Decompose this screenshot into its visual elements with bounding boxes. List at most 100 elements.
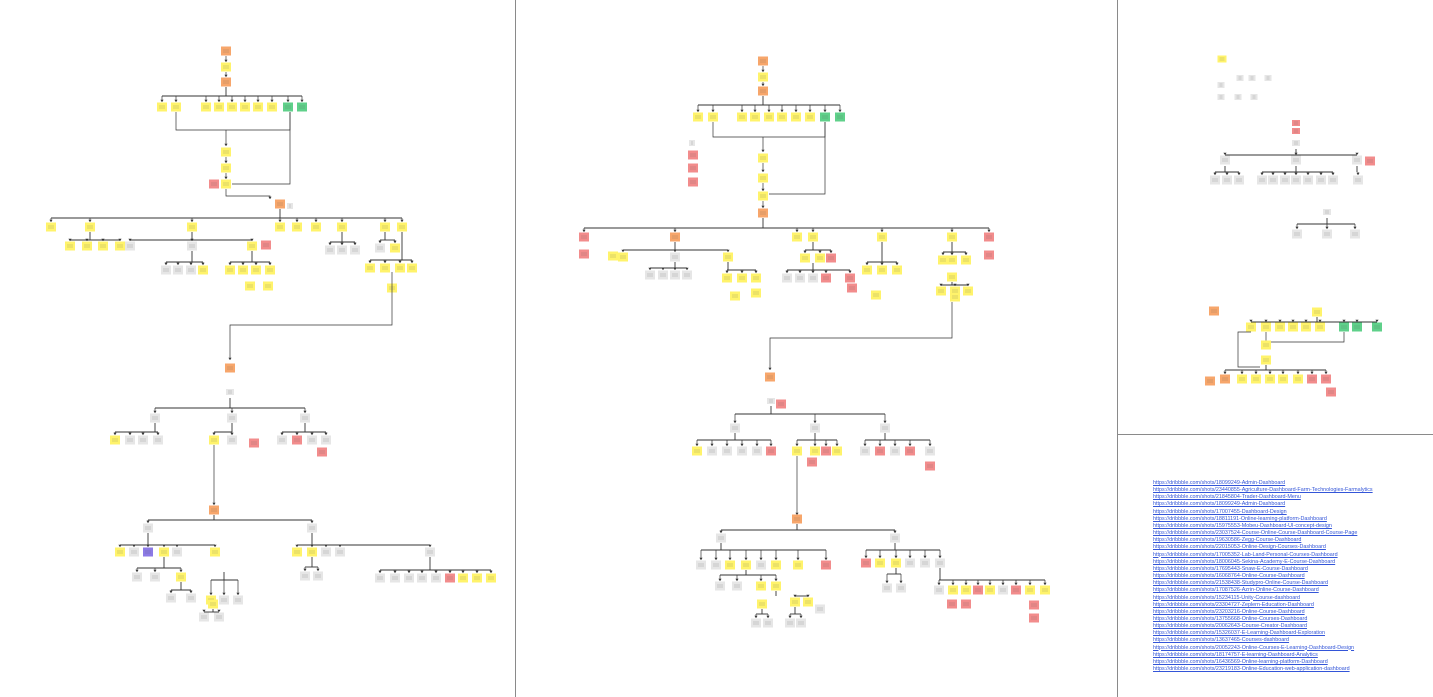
yellow-sticky-note[interactable] (251, 265, 261, 275)
gray-sticky-note[interactable] (1316, 175, 1326, 185)
yellow-sticky-note[interactable] (862, 265, 872, 275)
gray-sticky-note[interactable] (767, 398, 775, 404)
yellow-sticky-note[interactable] (365, 263, 375, 273)
red-sticky-note[interactable] (209, 179, 219, 189)
yellow-sticky-note[interactable] (307, 547, 317, 557)
gray-sticky-note[interactable] (795, 273, 805, 283)
gray-sticky-note[interactable] (796, 618, 806, 628)
red-sticky-note[interactable] (826, 253, 836, 263)
reference-link[interactable]: https://dribbble.com/shots/17005352-Lab-… (1153, 551, 1338, 558)
yellow-sticky-note[interactable] (758, 72, 768, 82)
gray-sticky-note[interactable] (815, 604, 825, 614)
gray-sticky-note[interactable] (882, 583, 892, 593)
yellow-sticky-note[interactable] (792, 232, 802, 242)
yellow-sticky-note[interactable] (810, 446, 820, 456)
gray-sticky-note[interactable] (689, 140, 695, 146)
orange-sticky-note[interactable] (1220, 374, 1230, 384)
yellow-sticky-note[interactable] (1312, 307, 1322, 317)
gray-sticky-note[interactable] (227, 435, 237, 445)
yellow-sticky-note[interactable] (267, 102, 277, 112)
yellow-sticky-note[interactable] (201, 102, 211, 112)
gray-sticky-note[interactable] (682, 270, 692, 280)
orange-sticky-note[interactable] (221, 46, 231, 56)
yellow-sticky-note[interactable] (791, 112, 801, 122)
yellow-sticky-note[interactable] (407, 263, 417, 273)
gray-sticky-note[interactable] (1220, 155, 1230, 165)
gray-sticky-note[interactable] (1268, 175, 1278, 185)
gray-sticky-note[interactable] (1250, 94, 1258, 100)
yellow-sticky-note[interactable] (708, 112, 718, 122)
yellow-sticky-note[interactable] (800, 253, 810, 263)
reference-link[interactable]: https://dribbble.com/shots/16068764-Onli… (1153, 573, 1305, 580)
gray-sticky-note[interactable] (1352, 155, 1362, 165)
yellow-sticky-note[interactable] (292, 222, 302, 232)
yellow-sticky-note[interactable] (1025, 585, 1035, 595)
yellow-sticky-note[interactable] (65, 241, 75, 251)
gray-sticky-note[interactable] (277, 435, 287, 445)
yellow-sticky-note[interactable] (1293, 374, 1303, 384)
yellow-sticky-note[interactable] (871, 290, 881, 300)
gray-sticky-note[interactable] (173, 265, 183, 275)
gray-sticky-note[interactable] (1291, 155, 1301, 165)
yellow-sticky-note[interactable] (115, 241, 125, 251)
yellow-sticky-note[interactable] (187, 222, 197, 232)
gray-sticky-note[interactable] (321, 547, 331, 557)
green-sticky-note[interactable] (820, 112, 830, 122)
yellow-sticky-note[interactable] (1261, 322, 1271, 332)
orange-sticky-note[interactable] (225, 363, 235, 373)
red-sticky-note[interactable] (925, 461, 935, 471)
yellow-sticky-note[interactable] (1237, 374, 1247, 384)
gray-sticky-note[interactable] (935, 558, 945, 568)
gray-sticky-note[interactable] (219, 595, 229, 605)
gray-sticky-note[interactable] (810, 423, 820, 433)
reference-link[interactable]: https://dribbble.com/shots/18099249-Admi… (1153, 480, 1286, 486)
yellow-sticky-note[interactable] (486, 573, 496, 583)
gray-sticky-note[interactable] (153, 435, 163, 445)
reference-link[interactable]: https://dribbble.com/shots/20052243-Onli… (1153, 644, 1355, 651)
gray-sticky-note[interactable] (350, 245, 360, 255)
yellow-sticky-note[interactable] (608, 251, 618, 261)
yellow-sticky-note[interactable] (292, 547, 302, 557)
red-sticky-note[interactable] (984, 232, 994, 242)
gray-sticky-note[interactable] (187, 241, 197, 251)
yellow-sticky-note[interactable] (737, 273, 747, 283)
yellow-sticky-note[interactable] (961, 585, 971, 595)
yellow-sticky-note[interactable] (950, 286, 960, 296)
red-sticky-note[interactable] (821, 446, 831, 456)
green-sticky-note[interactable] (1339, 322, 1349, 332)
red-sticky-note[interactable] (579, 249, 589, 259)
yellow-sticky-note[interactable] (618, 252, 628, 262)
gray-sticky-note[interactable] (150, 572, 160, 582)
gray-sticky-note[interactable] (1236, 75, 1244, 81)
gray-sticky-note[interactable] (186, 593, 196, 603)
red-sticky-note[interactable] (847, 283, 857, 293)
yellow-sticky-note[interactable] (758, 173, 768, 183)
yellow-sticky-note[interactable] (238, 265, 248, 275)
reference-link[interactable]: https://dribbble.com/shots/22015053-Onli… (1153, 544, 1326, 551)
yellow-sticky-note[interactable] (110, 435, 120, 445)
gray-sticky-note[interactable] (1291, 175, 1301, 185)
yellow-sticky-note[interactable] (221, 147, 231, 157)
yellow-sticky-note[interactable] (947, 232, 957, 242)
green-sticky-note[interactable] (297, 102, 307, 112)
gray-sticky-note[interactable] (732, 581, 742, 591)
yellow-sticky-note[interactable] (115, 547, 125, 557)
gray-sticky-note[interactable] (1234, 175, 1244, 185)
gray-sticky-note[interactable] (1280, 175, 1290, 185)
red-sticky-note[interactable] (973, 585, 983, 595)
yellow-sticky-note[interactable] (221, 163, 231, 173)
yellow-sticky-note[interactable] (750, 112, 760, 122)
gray-sticky-note[interactable] (905, 558, 915, 568)
yellow-sticky-note[interactable] (214, 102, 224, 112)
yellow-sticky-note[interactable] (1275, 322, 1285, 332)
gray-sticky-note[interactable] (125, 241, 135, 251)
gray-sticky-note[interactable] (752, 446, 762, 456)
red-sticky-note[interactable] (249, 438, 259, 448)
gray-sticky-note[interactable] (307, 523, 317, 533)
reference-link[interactable]: https://dribbble.com/shots/15326037-E-Le… (1153, 630, 1326, 637)
yellow-sticky-note[interactable] (157, 102, 167, 112)
yellow-sticky-note[interactable] (1301, 322, 1311, 332)
yellow-sticky-note[interactable] (171, 102, 181, 112)
red-sticky-note[interactable] (445, 573, 455, 583)
